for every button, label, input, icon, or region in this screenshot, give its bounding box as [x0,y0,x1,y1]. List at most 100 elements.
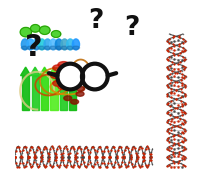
Point [183,65,186,68]
Point [148,152,152,155]
Point [170,153,174,156]
Point [173,134,176,137]
Point [49,165,53,168]
Point [179,117,182,120]
Point [145,145,149,148]
Point [184,139,187,142]
Ellipse shape [53,80,64,86]
Point [168,131,171,134]
Point [179,99,182,102]
Point [180,64,184,67]
Point [178,108,182,111]
Point [122,153,126,156]
Point [180,150,184,153]
Point [55,160,58,163]
Point [79,148,83,151]
Point [183,121,187,124]
Point [170,78,173,81]
Point [111,165,114,168]
Point [126,146,129,149]
Point [169,127,173,130]
Point [104,146,107,149]
Point [104,165,107,168]
Point [56,147,59,150]
Point [60,158,63,161]
Point [82,148,86,151]
Point [125,166,128,169]
Point [114,152,118,155]
Point [103,147,107,150]
Point [121,157,125,160]
Point [171,43,175,46]
Point [71,166,74,169]
Point [99,164,102,167]
Point [119,165,123,168]
Point [75,161,79,164]
Point [27,158,31,161]
Point [172,88,176,91]
Point [168,59,171,62]
Point [169,105,172,108]
Point [136,152,139,155]
Point [184,39,187,42]
Point [170,117,174,120]
Point [131,144,135,147]
Point [184,148,187,151]
Point [122,154,125,157]
Point [58,164,62,167]
Point [144,162,147,165]
Point [167,163,171,166]
Point [22,165,26,168]
Point [146,145,150,148]
Point [173,62,176,65]
Point [179,162,183,165]
Point [79,163,82,166]
Point [129,157,133,160]
Point [100,149,103,152]
Point [179,90,183,93]
Point [180,144,183,147]
Point [166,92,170,95]
Point [176,80,180,83]
Point [15,164,19,167]
Point [53,158,56,161]
Point [41,159,44,162]
Point [104,145,107,148]
Point [181,64,184,67]
Point [116,160,119,163]
Point [140,163,144,166]
Point [183,75,187,78]
Point [36,145,39,148]
Point [29,166,33,169]
Point [182,140,186,143]
Point [141,159,145,162]
Point [128,153,132,156]
Point [179,36,182,39]
Point [166,121,170,124]
Point [182,68,186,71]
Polygon shape [39,26,50,34]
Point [144,147,148,150]
Point [76,164,80,167]
Point [50,145,54,148]
Point [84,144,88,147]
Point [165,165,169,168]
Point [177,142,180,145]
Point [183,147,187,150]
Point [126,165,129,168]
Point [170,136,173,139]
Point [180,91,183,94]
Point [168,91,171,94]
Point [62,160,65,163]
Point [172,45,175,48]
Point [174,98,178,101]
Point [131,145,135,148]
Point [179,99,183,102]
Point [19,156,23,159]
Point [82,152,85,155]
Polygon shape [68,67,78,76]
Point [172,45,175,48]
Point [68,161,72,164]
Point [132,145,136,148]
Point [49,147,52,150]
